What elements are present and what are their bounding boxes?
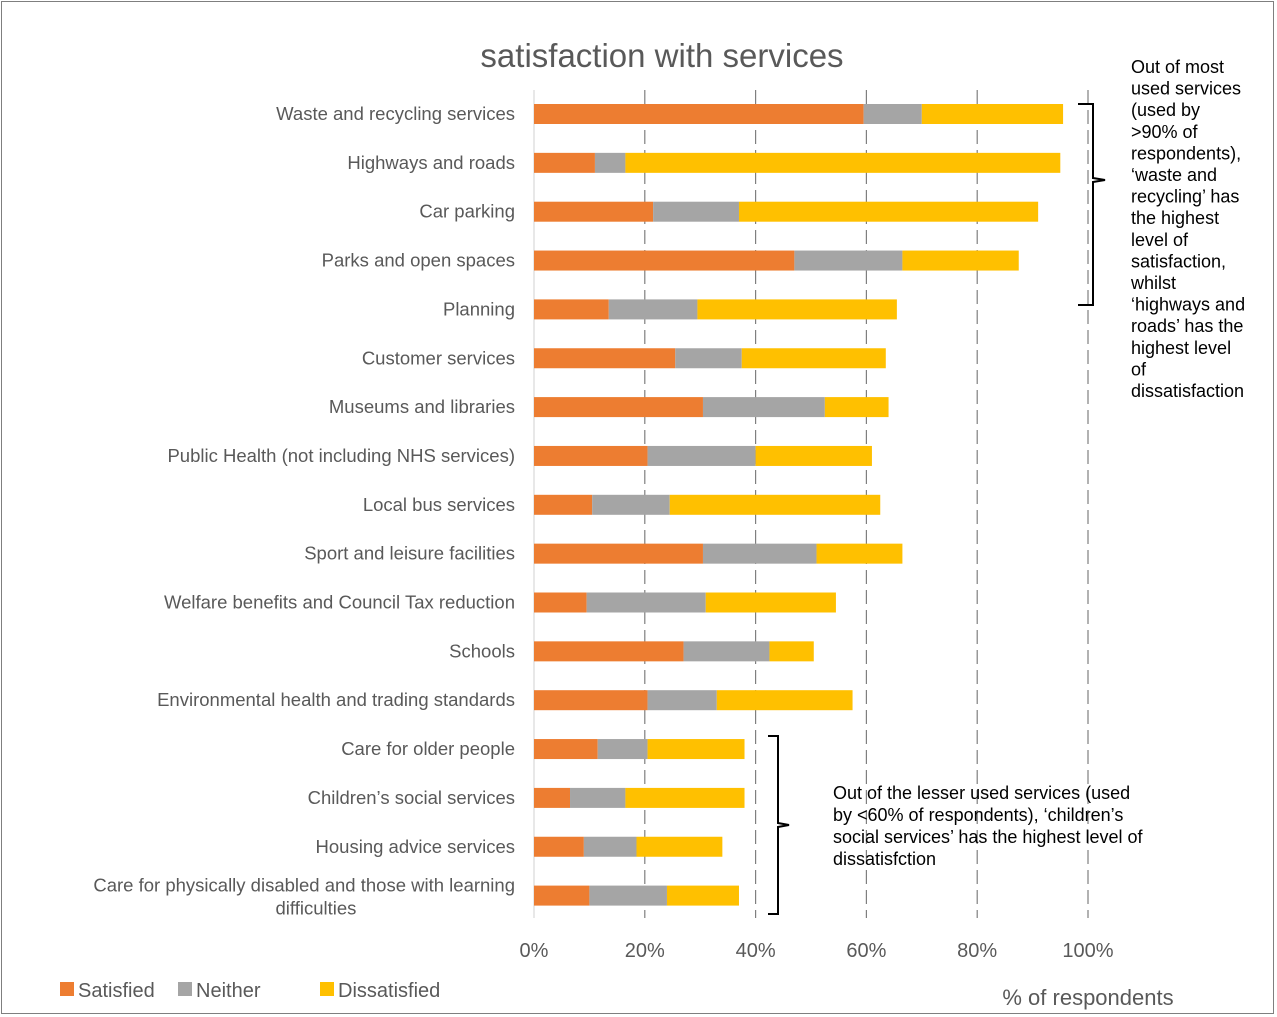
bar-dissatisfied: [666, 885, 739, 906]
bar-dissatisfied: [697, 299, 897, 320]
category-label: Car parking: [419, 201, 515, 222]
bar-satisfied: [534, 397, 703, 418]
tick-label: 20%: [625, 940, 665, 962]
bar-satisfied: [534, 104, 864, 124]
bar-dissatisfied: [705, 592, 836, 613]
bar-satisfied: [534, 592, 587, 613]
bar-neither: [592, 494, 670, 515]
bar-neither: [702, 397, 825, 418]
category-label: Welfare benefits and Council Tax reducti…: [164, 592, 515, 613]
category-label: Care for older people: [341, 738, 515, 759]
bar-satisfied: [534, 739, 598, 760]
bars: [534, 104, 1064, 906]
bar-dissatisfied: [636, 836, 723, 857]
bar-dissatisfied: [921, 104, 1064, 124]
bar-neither: [608, 299, 698, 320]
x-axis-title: % of respondents: [1002, 985, 1173, 1010]
bar-dissatisfied: [738, 201, 1039, 222]
chart-title: satisfaction with services: [480, 37, 843, 74]
tick-label: 100%: [1062, 940, 1113, 962]
bar-satisfied: [534, 348, 676, 369]
legend: Satisfied Neither Dissatisfied: [60, 980, 440, 1002]
category-label: Planning: [443, 298, 515, 319]
bar-satisfied: [534, 299, 609, 320]
category-label: Parks and open spaces: [322, 250, 515, 271]
brackets: [768, 103, 1106, 915]
category-label: Waste and recycling services: [276, 103, 515, 124]
bar-neither: [683, 641, 770, 662]
bar-neither: [647, 445, 756, 466]
bar-neither: [653, 201, 739, 222]
bar-dissatisfied: [741, 348, 886, 369]
bar-dissatisfied: [625, 787, 745, 808]
legend-label: Neither: [196, 980, 261, 1002]
bar-neither: [647, 690, 717, 711]
bar-neither: [702, 543, 817, 564]
category-label: Schools: [449, 640, 515, 661]
bar-neither: [589, 885, 667, 906]
bar-dissatisfied: [647, 739, 745, 760]
legend-swatch-satisfied: [60, 982, 74, 996]
bar-dissatisfied: [769, 641, 814, 662]
bar-neither: [863, 104, 922, 124]
bar-neither: [597, 739, 648, 760]
bar-neither: [675, 348, 742, 369]
category-label: Local bus services: [363, 494, 515, 515]
legend-swatch-dissatisfied: [320, 982, 334, 996]
bar-dissatisfied: [755, 445, 872, 466]
annotations: Out of most used services (used by >90% of r…: [833, 57, 1245, 869]
bar-satisfied: [534, 641, 684, 662]
bar-satisfied: [534, 690, 648, 711]
bar-dissatisfied: [716, 690, 853, 711]
tick-label: 80%: [957, 940, 997, 962]
annotation-lesser-used: Out of the lesser used services (used by …: [833, 783, 1143, 869]
bar-dissatisfied: [902, 250, 1019, 271]
legend-label: Satisfied: [78, 980, 155, 1002]
bracket-most-used: [1078, 103, 1106, 306]
bar-neither: [594, 152, 626, 173]
annotation-most-used: Out of most used services (used by >90% of r…: [1130, 57, 1245, 401]
category-label: Sport and leisure facilities: [304, 543, 515, 564]
bar-satisfied: [534, 201, 654, 222]
bar-dissatisfied: [625, 152, 1061, 173]
category-label: Environmental health and trading standar…: [157, 689, 515, 710]
bar-satisfied: [534, 494, 593, 515]
legend-label: Dissatisfied: [338, 980, 440, 1002]
bar-satisfied: [534, 543, 703, 564]
tick-label: 60%: [846, 940, 886, 962]
category-labels: Waste and recycling services Highways and…: [93, 103, 515, 919]
tick-label: 40%: [736, 940, 776, 962]
category-label: Children’s social services: [308, 787, 515, 808]
bar-satisfied: [534, 445, 648, 466]
bar-satisfied: [534, 250, 795, 271]
bar-neither: [583, 836, 637, 857]
category-label: Care for physically disabled and those w…: [93, 875, 515, 919]
bar-neither: [570, 787, 626, 808]
bar-satisfied: [534, 787, 571, 808]
x-tick-labels: 0% 20% 40% 60% 80% 100%: [520, 940, 1114, 962]
category-label: Highways and roads: [347, 152, 515, 173]
bar-satisfied: [534, 152, 595, 173]
bar-satisfied: [534, 836, 584, 857]
category-label: Public Health (not including NHS service…: [167, 445, 515, 466]
tick-label: 0%: [520, 940, 549, 962]
bar-satisfied: [534, 885, 590, 906]
bar-neither: [794, 250, 903, 271]
bar-dissatisfied: [669, 494, 881, 515]
category-label: Housing advice services: [316, 836, 515, 857]
bar-dissatisfied: [824, 397, 889, 418]
bracket-lesser-used: [768, 735, 790, 915]
legend-swatch-neither: [178, 982, 192, 996]
category-label: Customer services: [362, 347, 515, 368]
bar-dissatisfied: [816, 543, 903, 564]
category-label: Museums and libraries: [329, 396, 515, 417]
bar-neither: [586, 592, 706, 613]
